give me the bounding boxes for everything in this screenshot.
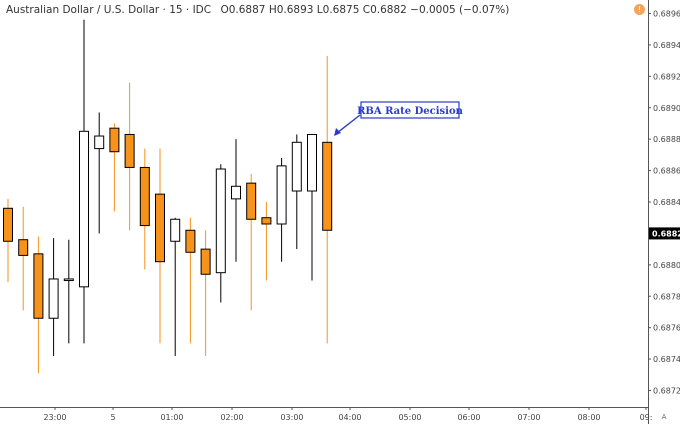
y-tick-label: 0.6880 [653, 261, 680, 270]
last-price-label: 0.6882 [652, 229, 680, 238]
candle-body[interactable] [185, 229, 196, 253]
candle-body[interactable] [215, 168, 226, 274]
candle-body[interactable] [170, 218, 181, 242]
y-tick-label: 0.6874 [653, 355, 680, 364]
candle-body[interactable] [155, 193, 165, 263]
high-value: H0.6893 [268, 4, 314, 16]
candle-body[interactable] [200, 248, 211, 275]
y-tick-label: 0.6888 [653, 135, 680, 144]
chart-header: Australian Dollar / U.S. Dollar · 15 · I… [6, 4, 509, 16]
candle-body[interactable] [79, 130, 89, 288]
x-tick-label: 03:00 [280, 413, 303, 422]
x-tick-label: 06:00 [457, 413, 480, 422]
y-tick-label: 0.6892 [653, 72, 680, 81]
x-tick-label: 09: [640, 413, 653, 422]
y-tick-label: 0.6890 [653, 104, 680, 113]
annotation-box [360, 101, 460, 119]
candle-body[interactable] [307, 133, 317, 192]
last-price-marker [649, 227, 680, 240]
y-tick-label: 0.6884 [653, 198, 680, 207]
y-tick-label: 0.6886 [653, 167, 680, 176]
y-tick-label: 0.6878 [653, 292, 680, 301]
y-tick-label: 0.6894 [653, 41, 680, 50]
x-tick-label: 08:00 [577, 413, 600, 422]
candle-body[interactable] [246, 182, 257, 220]
x-tick-label: 02:00 [220, 413, 243, 422]
change-value: −0.0005 (−0.07%) [410, 4, 510, 16]
candle-body[interactable] [3, 207, 13, 242]
x-tick-label: 01:00 [160, 413, 183, 422]
x-tick-label: 04:00 [338, 413, 361, 422]
open-value: O0.6887 [220, 4, 266, 16]
candle-body[interactable] [231, 185, 241, 200]
candle-body[interactable] [48, 278, 59, 319]
candle-body[interactable] [276, 165, 287, 225]
annotation-label: RBA Rate Decision [357, 106, 464, 117]
x-tick-label: 5 [110, 413, 115, 422]
auto-scale-icon[interactable]: A [662, 413, 667, 421]
y-tick-label: 0.6872 [653, 387, 680, 396]
y-tick-label: 0.6876 [653, 324, 680, 333]
y-tick-label: 0.6896 [653, 10, 680, 19]
candle-body[interactable] [63, 278, 74, 282]
low-value: L0.6875 [316, 4, 360, 16]
alert-icon[interactable]: ! [634, 4, 645, 15]
symbol-title: Australian Dollar / U.S. Dollar · 15 · I… [6, 4, 212, 16]
candle-body[interactable] [291, 141, 302, 192]
candle-body[interactable] [139, 166, 150, 227]
annotation-arrow [336, 114, 361, 134]
candle-body[interactable] [94, 135, 105, 150]
candle-body[interactable] [18, 239, 29, 256]
x-tick-label: 05:00 [398, 413, 421, 422]
x-tick-label: 07:00 [517, 413, 540, 422]
close-value: C0.6882 [362, 4, 407, 16]
candle-body[interactable] [33, 253, 44, 319]
candle-body[interactable] [261, 217, 272, 225]
x-tick-label: 23:00 [43, 413, 66, 422]
annotation-arrowhead [334, 128, 341, 136]
candle-body[interactable] [109, 127, 120, 153]
candle-body[interactable] [322, 141, 333, 231]
candle-body[interactable] [124, 133, 135, 168]
